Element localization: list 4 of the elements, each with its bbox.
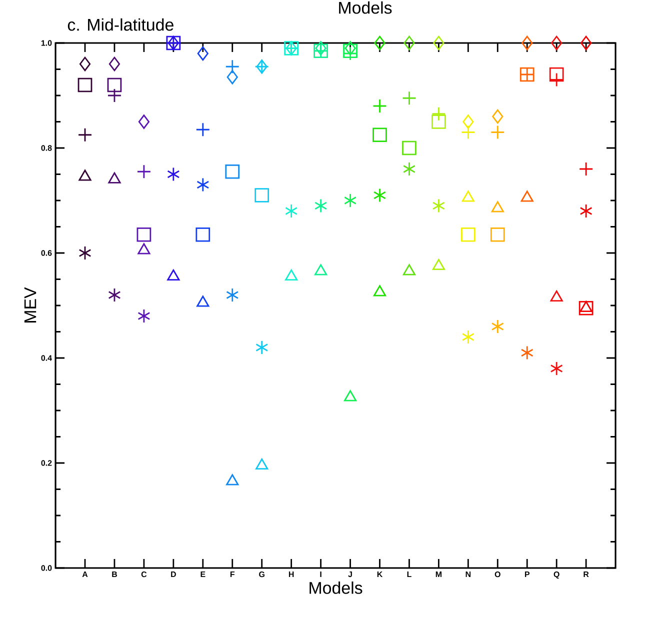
x-axis-title: Models	[310, 582, 362, 594]
chart-title: c. Mid-latitude	[68, 18, 174, 31]
x2-axis-title: Models	[339, 1, 392, 14]
y-axis-title: MEV	[24, 287, 36, 322]
